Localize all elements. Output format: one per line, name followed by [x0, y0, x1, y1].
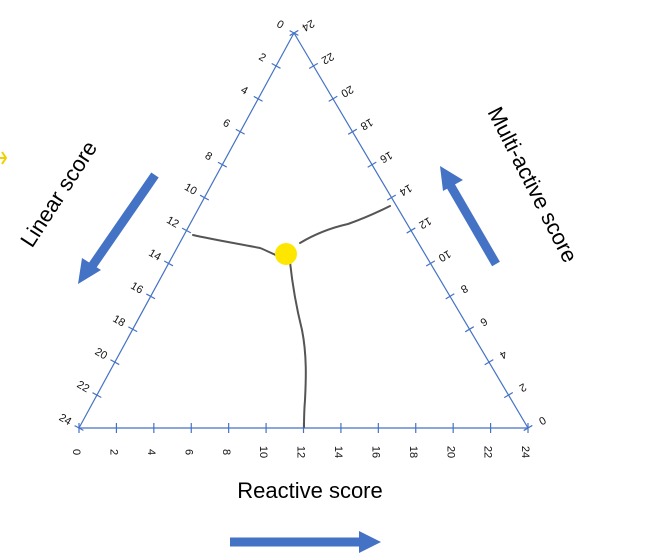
bottom-axis-tick-label: 8 — [220, 449, 232, 455]
right-axis-tick — [386, 194, 397, 201]
multi-active-direction-arrow — [440, 166, 500, 267]
left-axis-tick — [92, 392, 102, 399]
left-axis-tick-label: 8 — [203, 150, 214, 163]
right-axis-tick — [328, 95, 338, 102]
connector-reactive — [289, 261, 307, 428]
bottom-axis-tick-label: 14 — [332, 446, 344, 458]
left-axis-tick — [128, 326, 138, 333]
right-axis-tick-label: 8 — [458, 282, 469, 295]
result-point-marker — [275, 243, 297, 265]
right-axis-tick — [308, 62, 319, 69]
bottom-axis-tick-label: 0 — [70, 449, 82, 455]
right-axis-tick-label: 18 — [358, 116, 375, 133]
left-axis-tick — [199, 194, 210, 201]
right-axis-tick — [367, 161, 377, 168]
left-axis-tick — [253, 95, 263, 102]
left-axis-tick-label: 22 — [75, 379, 92, 396]
right-axis-tick — [289, 29, 299, 37]
bottom-axis-tick-label: 4 — [145, 449, 157, 455]
right-axis-tick-label: 22 — [319, 50, 336, 67]
left-axis-tick-label: 6 — [221, 117, 232, 130]
left-axis-tick — [145, 293, 156, 300]
connector-linear — [192, 234, 286, 259]
right-axis-tick — [347, 128, 358, 135]
multi-active-score-title: Multi-active score — [483, 103, 583, 267]
bottom-axis-tick-label: 18 — [407, 446, 419, 458]
reactive-direction-arrow — [230, 531, 381, 553]
left-axis-tick — [181, 227, 192, 234]
left-axis-tick-label: 12 — [164, 214, 181, 231]
right-axis-tick — [464, 326, 475, 333]
right-axis-tick-label: 2 — [517, 380, 528, 393]
right-axis-tick-label: 12 — [417, 214, 434, 231]
bottom-axis-tick-label: 10 — [257, 446, 269, 458]
linear-score-title: Linear score — [15, 136, 102, 251]
right-axis-tick-label: 10 — [436, 247, 453, 264]
bottom-axis-tick-label: 12 — [295, 446, 307, 458]
left-axis-tick — [235, 128, 245, 135]
left-axis-tick-label: 18 — [110, 313, 127, 330]
right-axis-tick — [406, 227, 416, 234]
bottom-axis-tick-label: 24 — [519, 446, 531, 458]
right-axis-tick-label: 20 — [339, 83, 356, 100]
right-axis-tick — [484, 359, 494, 366]
left-axis-tick-label: 24 — [57, 412, 74, 429]
triangle-frame — [78, 32, 529, 429]
right-axis-tick-label: 0 — [536, 413, 547, 426]
right-axis-tick-label: 4 — [497, 348, 508, 361]
connector-lines — [192, 205, 391, 428]
right-axis-tick-label: 24 — [300, 17, 317, 34]
bottom-axis-tick-label: 6 — [182, 449, 194, 455]
right-axis-tick-label: 6 — [478, 315, 489, 328]
left-axis-tick-label: 4 — [239, 84, 250, 97]
left-axis-tick — [217, 161, 228, 168]
bottom-axis-ticks: 0 2 4 6 8 10 12 14 16 18 20 22 24 — [70, 423, 531, 458]
right-axis-tick — [445, 293, 455, 300]
left-axis-tick — [163, 260, 174, 267]
left-axis-tick-label: 2 — [256, 51, 267, 64]
bottom-axis-tick-label: 16 — [369, 446, 381, 458]
left-axis-tick-label: 0 — [274, 18, 285, 31]
left-axis-tick-label: 10 — [182, 181, 199, 198]
reactive-score-title: Reactive score — [237, 478, 383, 503]
bottom-axis-tick-label: 2 — [108, 449, 120, 455]
left-axis-tick — [271, 62, 281, 69]
connector-multi-active — [299, 205, 391, 244]
left-axis-tick — [110, 359, 120, 366]
edge-mark — [0, 151, 8, 165]
right-axis-tick — [425, 260, 436, 267]
right-axis-tick — [503, 392, 514, 399]
right-axis-tick-label: 14 — [397, 181, 414, 198]
right-axis-tick-label: 16 — [378, 148, 395, 165]
left-axis-tick-label: 20 — [93, 346, 110, 363]
linear-direction-arrow — [78, 172, 159, 284]
left-axis-tick-label: 14 — [146, 247, 163, 264]
bottom-axis-tick-label: 20 — [444, 446, 456, 458]
left-axis-tick-label: 16 — [128, 280, 145, 297]
bottom-axis-tick-label: 22 — [482, 446, 494, 458]
